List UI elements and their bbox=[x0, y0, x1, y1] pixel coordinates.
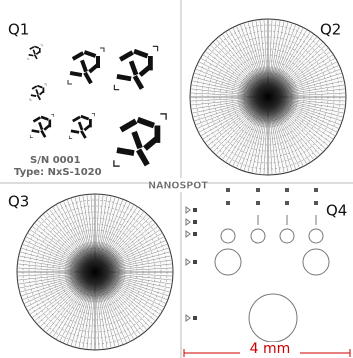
siemens-star bbox=[17, 194, 173, 350]
star-core bbox=[237, 66, 299, 128]
marker bbox=[314, 188, 318, 192]
marker bbox=[256, 201, 260, 205]
marker bbox=[285, 201, 289, 205]
bar bbox=[155, 126, 161, 143]
bar bbox=[96, 56, 100, 68]
siemens-star bbox=[190, 19, 346, 175]
marker bbox=[193, 316, 197, 320]
marker bbox=[193, 220, 197, 224]
marker bbox=[256, 188, 260, 192]
star-core bbox=[64, 241, 126, 303]
marker bbox=[226, 188, 230, 192]
bar bbox=[148, 56, 153, 70]
marker bbox=[193, 208, 197, 212]
bar bbox=[89, 119, 92, 127]
marker bbox=[314, 201, 318, 205]
target-page: Q1 Q2 Q3 Q4 S/N 0001 Type: NxS-1020 NANO… bbox=[0, 0, 353, 358]
quadrant-label: Q2 bbox=[320, 21, 341, 39]
bar bbox=[43, 88, 45, 93]
marker bbox=[285, 188, 289, 192]
serial-number: S/N 0001 bbox=[30, 155, 81, 166]
quadrant-label: Q4 bbox=[326, 202, 347, 220]
marker bbox=[193, 232, 197, 236]
bar bbox=[49, 120, 52, 128]
bar bbox=[39, 48, 41, 53]
quadrant-label: Q1 bbox=[8, 21, 29, 39]
type-label: Type: NxS-1020 bbox=[14, 167, 102, 178]
marker bbox=[193, 260, 197, 264]
quadrant-label: Q3 bbox=[8, 193, 29, 211]
scale-label: 4 mm bbox=[250, 341, 291, 357]
logo: NANOSPOT bbox=[148, 181, 208, 192]
marker bbox=[226, 201, 230, 205]
